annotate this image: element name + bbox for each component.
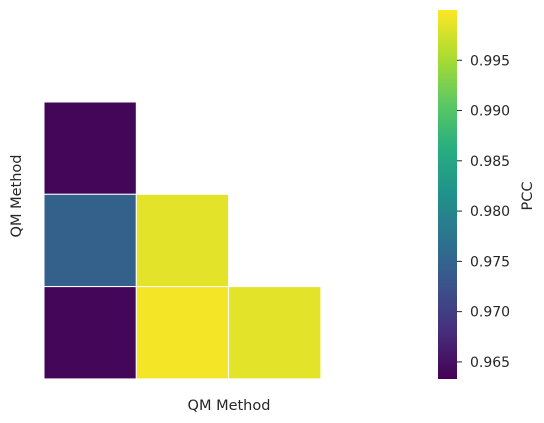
heatmap-cell bbox=[135, 286, 230, 380]
colorbar-tick-label: 0.995 bbox=[470, 53, 510, 69]
colorbar-tick-label: 0.965 bbox=[470, 355, 510, 371]
heatmap-cell bbox=[43, 193, 137, 288]
colorbar-tick-label: 0.980 bbox=[470, 204, 510, 220]
x-axis-label: QM Method bbox=[188, 398, 271, 414]
colorbar-tick-label: 0.990 bbox=[470, 104, 510, 120]
colorbar-tick-label: 0.970 bbox=[470, 305, 510, 321]
heatmap-cell bbox=[135, 193, 230, 288]
colorbar-tick-label: 0.975 bbox=[470, 254, 510, 270]
colorbar-ticks: 0.965 0.970 0.975 0.980 0.985 0.990 0.995 bbox=[457, 53, 510, 371]
colorbar-gradient bbox=[438, 10, 457, 379]
heatmap-cell bbox=[43, 101, 137, 195]
colorbar-tick-label: 0.985 bbox=[470, 154, 510, 170]
heatmap-cells bbox=[43, 101, 322, 380]
colorbar-label: PCC bbox=[520, 182, 536, 211]
colorbar: 0.965 0.970 0.975 0.980 0.985 0.990 0.995 PCC bbox=[438, 10, 536, 379]
y-axis-label: QM Method bbox=[9, 155, 25, 238]
heatmap-cell bbox=[43, 286, 137, 380]
heatmap-cell bbox=[228, 286, 322, 380]
